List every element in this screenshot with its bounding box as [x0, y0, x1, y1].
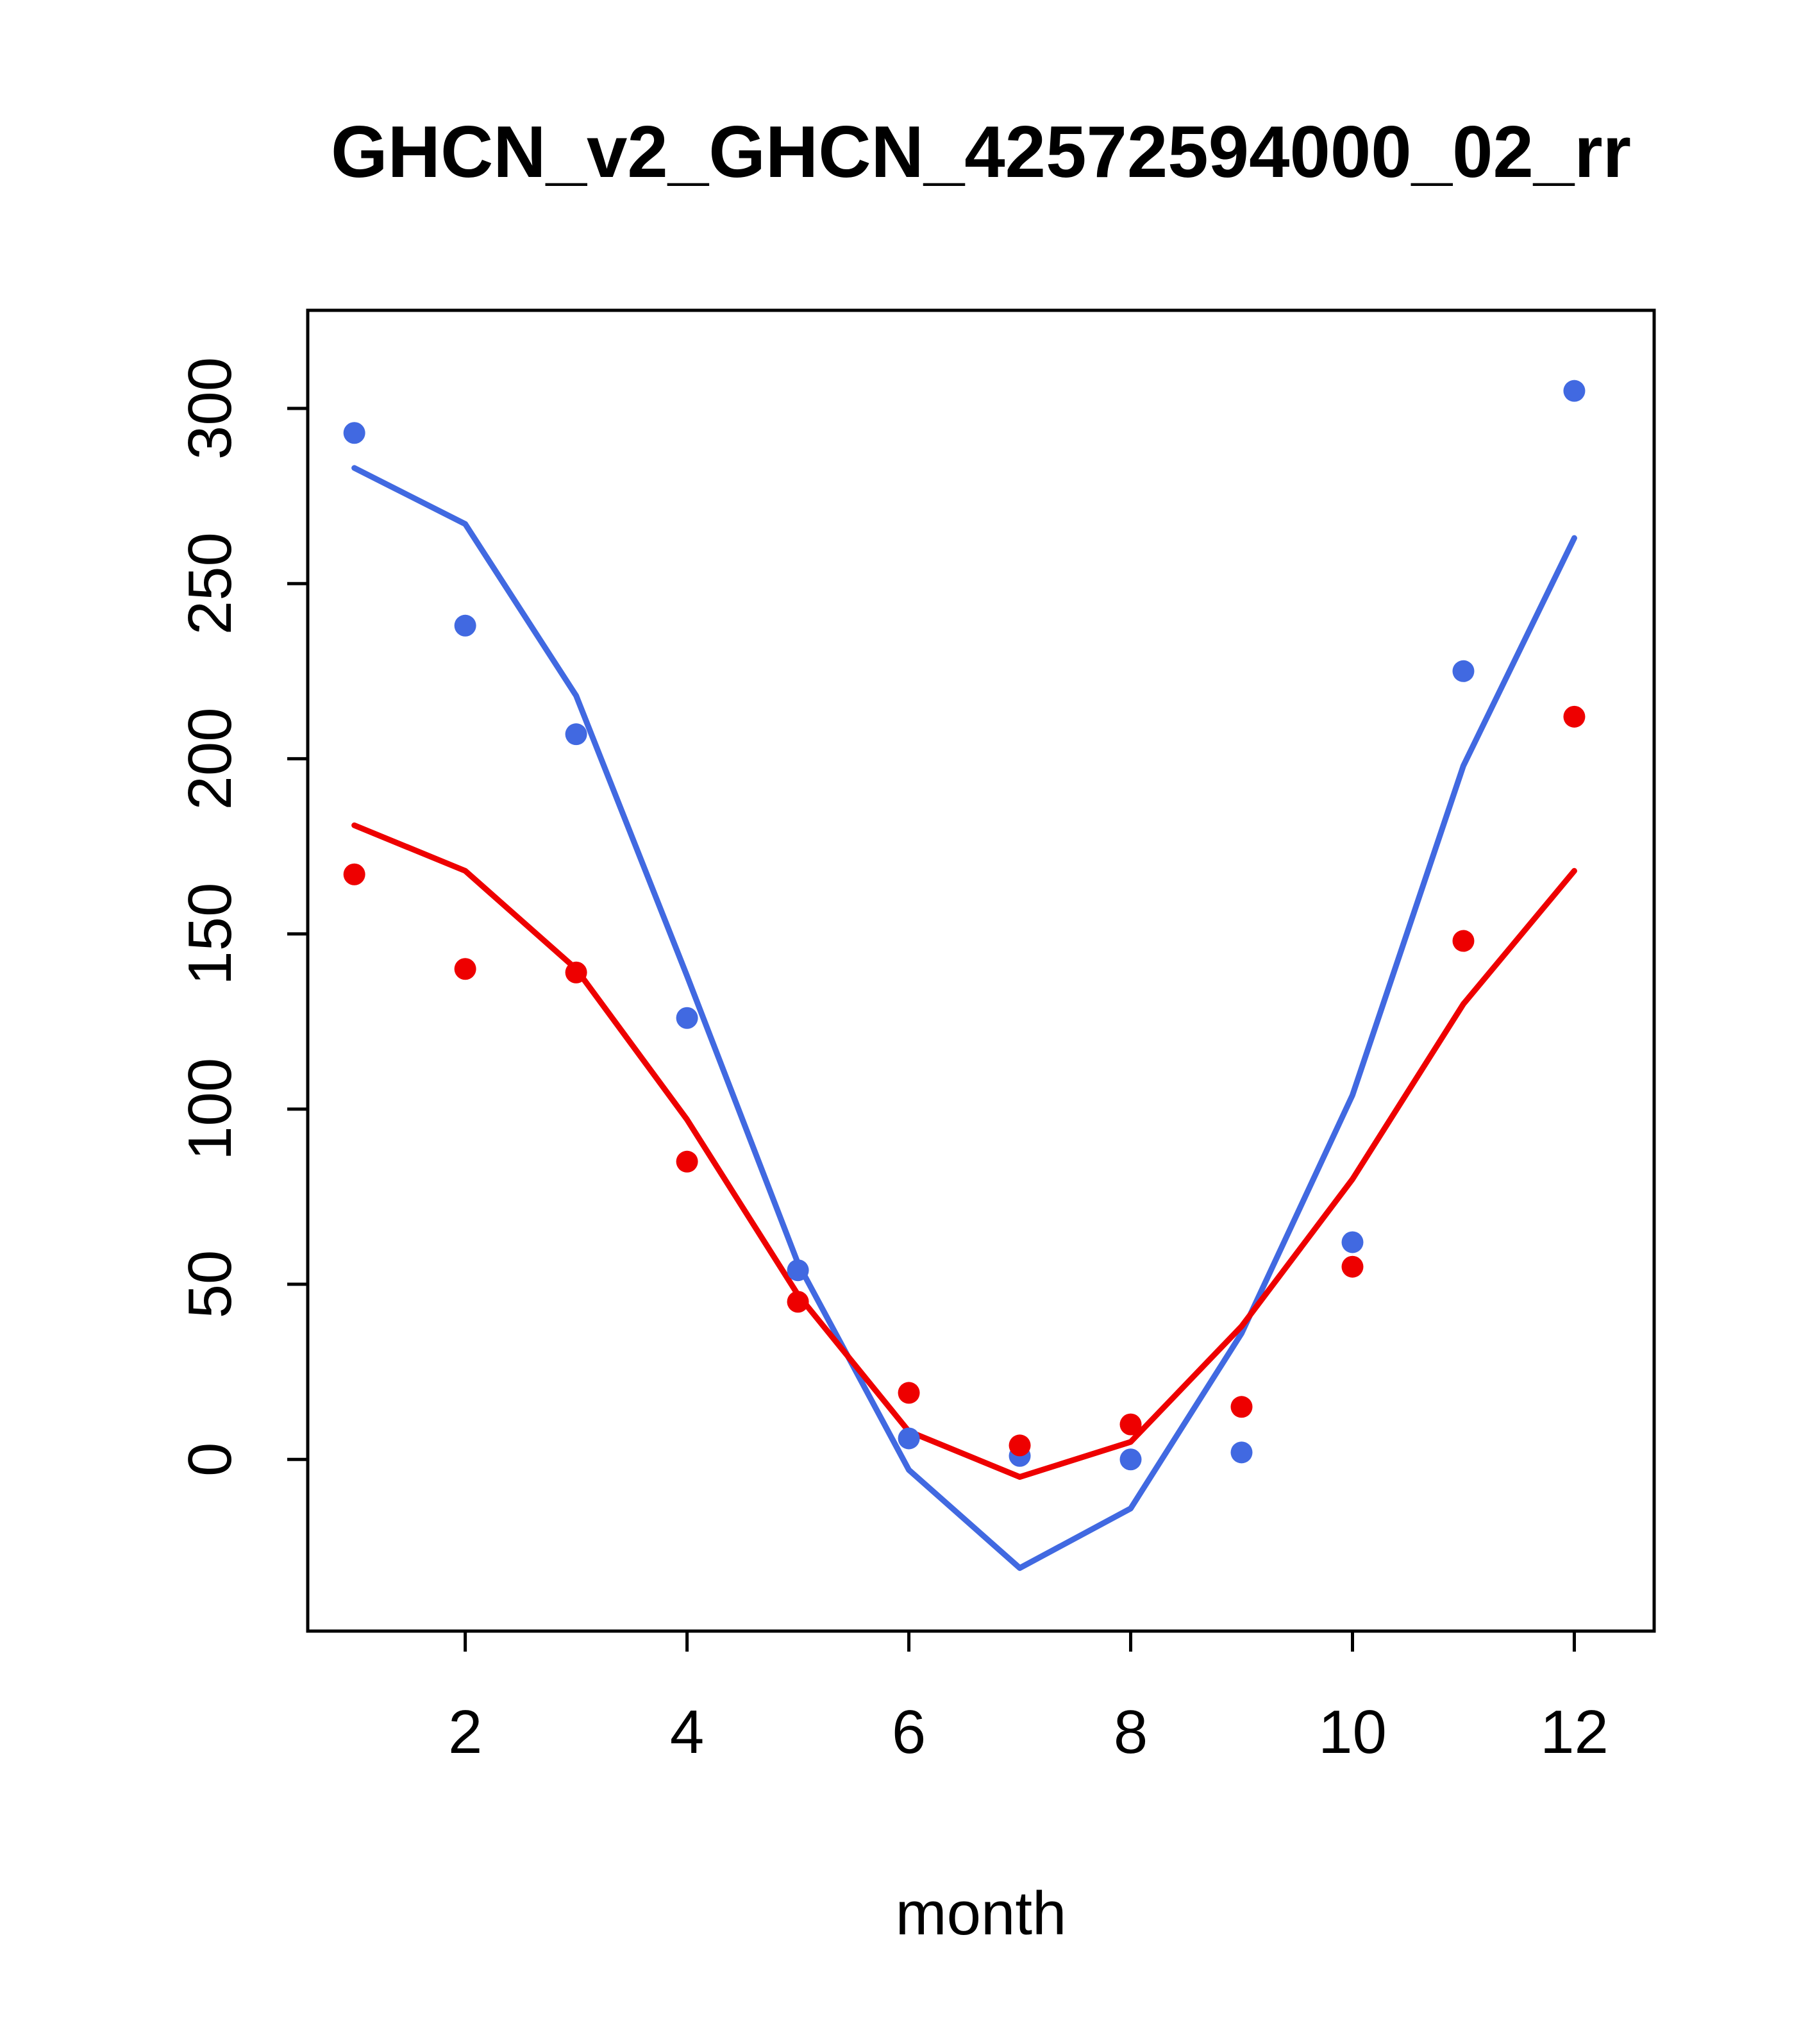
red-observations-point: [898, 1382, 920, 1404]
y-tick-label: 250: [176, 532, 244, 635]
red-observations-point: [1563, 705, 1586, 728]
y-tick-label: 150: [176, 883, 244, 985]
y-tick-label: 50: [176, 1250, 244, 1319]
plot-box: [306, 308, 1656, 1633]
red-observations-point: [454, 958, 476, 980]
blue-observations-point: [1452, 660, 1475, 682]
y-tick-label: 300: [176, 357, 244, 460]
blue-observations-point: [1119, 1448, 1142, 1471]
blue-observations-point: [1563, 380, 1586, 402]
x-tick-label: 10: [1318, 1698, 1387, 1766]
blue-observations-point: [1230, 1441, 1253, 1464]
blue-fitted-line: [351, 465, 1577, 1571]
red-fitted-line: [351, 822, 1577, 1480]
x-axis-label: month: [895, 1879, 1067, 1948]
red-observations-point: [787, 1291, 809, 1313]
x-tick-label: 6: [892, 1698, 926, 1766]
red-observations-point: [1341, 1255, 1364, 1278]
red-observations-point: [343, 863, 365, 885]
y-tick-label: 100: [176, 1058, 244, 1160]
x-tick-label: 2: [448, 1698, 482, 1766]
x-tick-label: 8: [1114, 1698, 1148, 1766]
red-observations-point: [1230, 1396, 1253, 1418]
blue-observations-point: [454, 614, 476, 637]
blue-observations-point: [898, 1427, 920, 1450]
x-tick-label: 4: [670, 1698, 704, 1766]
blue-observations-point: [787, 1259, 809, 1282]
red-observations-point: [1009, 1434, 1031, 1457]
blue-observations-point: [565, 723, 587, 746]
x-tick-label: 12: [1540, 1698, 1609, 1766]
y-tick-label: 0: [176, 1443, 244, 1477]
red-observations-point: [1452, 930, 1475, 952]
blue-observations-point: [676, 1007, 698, 1029]
red-observations-point: [1119, 1413, 1142, 1436]
red-observations-point: [676, 1150, 698, 1173]
blue-observations-point: [1341, 1231, 1364, 1253]
chart-title: GHCN_v2_GHCN_42572594000_02_rr: [330, 112, 1632, 193]
red-observations-point: [565, 961, 587, 984]
y-tick-label: 200: [176, 707, 244, 810]
blue-observations-point: [343, 422, 365, 444]
